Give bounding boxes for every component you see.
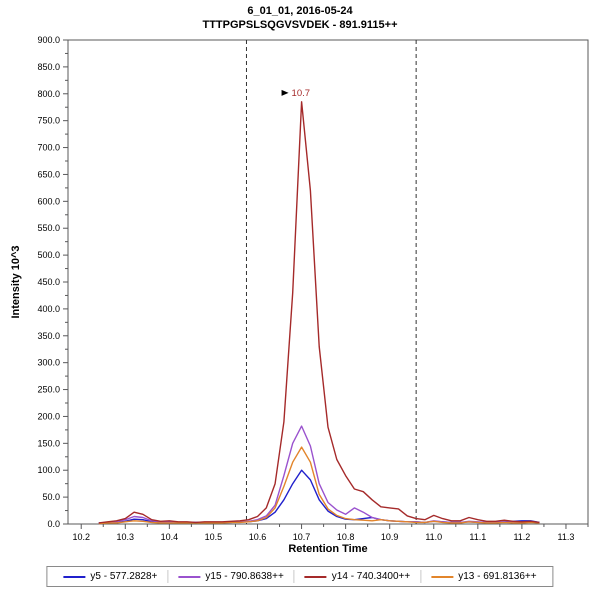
- series-y13: [98, 446, 540, 525]
- x-tick-label: 10.9: [381, 532, 399, 542]
- chart-title: 6_01_01, 2016-05-24: [247, 5, 353, 17]
- x-tick-label: 10.5: [205, 532, 223, 542]
- y-tick-label: 800.0: [37, 89, 60, 99]
- y-tick-label: 100.0: [37, 465, 60, 475]
- x-tick-label: 11.1: [469, 532, 486, 542]
- y-tick-label: 650.0: [37, 169, 60, 179]
- y-tick-label: 900.0: [37, 35, 60, 45]
- x-axis-label: Retention Time: [288, 543, 368, 555]
- x-tick-label: 10.3: [117, 532, 135, 542]
- legend-label: y5 - 577.2828+: [90, 571, 158, 582]
- chart-subtitle: TTTPGPSLSQGVSVDEK - 891.9115++: [202, 19, 398, 31]
- legend-label: y15 - 790.8638++: [205, 571, 284, 582]
- y-tick-label: 700.0: [37, 143, 60, 153]
- legend-line-swatch: [304, 575, 327, 578]
- x-tick-label: 11.0: [425, 532, 442, 542]
- plot-border: [67, 39, 589, 525]
- y-tick-label: 750.0: [37, 116, 60, 126]
- legend-line-swatch: [431, 575, 454, 578]
- legend-item: y13 - 691.8136++: [420, 570, 546, 583]
- y-tick-label: 550.0: [37, 223, 60, 233]
- x-tick-label: 10.8: [337, 532, 355, 542]
- y-tick-label: 250.0: [37, 385, 60, 395]
- y-tick-label: 200.0: [37, 411, 60, 421]
- y-tick-label: 50.0: [42, 492, 60, 502]
- x-tick-label: 10.4: [161, 532, 179, 542]
- y-tick-label: 500.0: [37, 250, 60, 260]
- x-tick-label: 10.6: [249, 532, 267, 542]
- x-tick-label: 11.2: [513, 532, 530, 542]
- y-tick-label: 0.0: [47, 519, 60, 529]
- peak-arrow-icon: [281, 89, 289, 96]
- y-tick-label: 450.0: [37, 277, 60, 287]
- series-y5: [98, 469, 540, 524]
- chart-header: 6_01_01, 2016-05-24 TTTPGPSLSQGVSVDEK - …: [0, 4, 600, 32]
- legend: y5 - 577.2828+ y15 - 790.8638++ y14 - 740.…: [46, 566, 554, 587]
- y-tick-label: 600.0: [37, 196, 60, 206]
- legend-item: y5 - 577.2828+: [53, 570, 167, 583]
- y-tick-label: 300.0: [37, 358, 60, 368]
- y-tick-label: 350.0: [37, 331, 60, 341]
- y-tick-label: 850.0: [37, 62, 60, 72]
- legend-item: y14 - 740.3400++: [293, 570, 420, 583]
- legend-item: y15 - 790.8638++: [167, 570, 293, 583]
- x-tick-label: 10.7: [293, 532, 311, 542]
- legend-line-swatch: [178, 575, 201, 578]
- x-tick-label: 11.3: [558, 532, 575, 542]
- x-tick-label: 10.2: [72, 532, 90, 542]
- series-y14: [98, 101, 540, 524]
- legend-line-swatch: [63, 575, 86, 578]
- peak-annotation: 10.7: [292, 88, 311, 99]
- series-y15: [98, 425, 540, 524]
- y-tick-label: 150.0: [37, 438, 60, 448]
- legend-label: y13 - 691.8136++: [458, 571, 537, 582]
- legend-label: y14 - 740.3400++: [331, 571, 411, 582]
- y-tick-label: 400.0: [37, 304, 60, 314]
